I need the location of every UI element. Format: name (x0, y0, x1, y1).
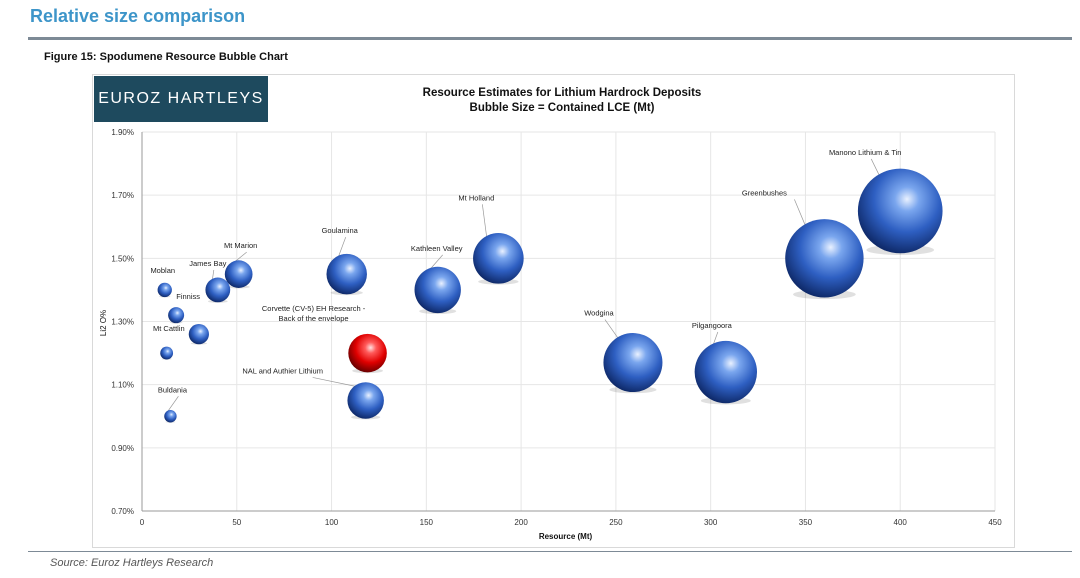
x-axis-label: Resource (Mt) (539, 532, 593, 541)
x-tick-label: 450 (988, 518, 1002, 527)
bubble-label: Mt Cattlin (153, 324, 185, 333)
x-tick-label: 150 (420, 518, 434, 527)
y-tick-label: 1.10% (111, 381, 134, 390)
leader-line (312, 377, 358, 388)
x-tick-label: 200 (514, 518, 528, 527)
leader-line (604, 319, 620, 341)
chart-title-block: Resource Estimates for Lithium Hardrock … (362, 86, 762, 116)
bubble-labels: Manono Lithium & Tin Greenbushes Mt Hollan… (150, 148, 901, 394)
leader-line (482, 204, 488, 240)
bubble-unlabeled (160, 346, 174, 360)
bubble-goulamina (326, 253, 367, 295)
y-axis-label: Li2 O% (99, 310, 108, 336)
bubble-label: Finniss (176, 292, 200, 301)
chart-title: Resource Estimates for Lithium Hardrock … (422, 87, 702, 99)
x-tick-label: 350 (799, 518, 813, 527)
bubble-mt-cattlin (188, 324, 209, 345)
x-tick-label: 100 (325, 518, 339, 527)
bubble-corvette-cv-5-eh-research-back-of-the-envelope (348, 333, 387, 373)
y-tick-label: 0.70% (111, 507, 134, 516)
bubble-manono-lithium-tin (857, 168, 943, 254)
bubble-label-line: Back of the envelope (279, 314, 349, 323)
x-tick-label: 300 (704, 518, 718, 527)
bubble-mt-holland (473, 233, 524, 284)
leader-line (337, 237, 347, 260)
x-tick-label: 250 (609, 518, 623, 527)
bubbles (157, 168, 943, 423)
bubble-mt-marion (224, 260, 253, 288)
bubble-label: James Bay (189, 259, 226, 268)
euroz-hartleys-logo: EUROZ HARTLEYS (94, 76, 268, 122)
y-tick-label: 1.30% (111, 318, 134, 327)
source-note: Source: Euroz Hartleys Research (50, 557, 214, 569)
bubble-wodgina (603, 333, 663, 393)
bubble-label: Buldania (158, 385, 188, 394)
bubble-nal-and-authier-lithium (347, 382, 384, 419)
axes: 0 50 100 150 200 250 300 350 400 450 0.70% 0.90% 1.1… (99, 128, 1002, 541)
bubble-label: Manono Lithium & Tin (829, 148, 902, 157)
bubble-label: Greenbushes (742, 188, 787, 197)
bubble-label: Mt Holland (458, 193, 494, 202)
x-tick-label: 0 (140, 518, 145, 527)
bubble-pilgangoora (694, 340, 758, 404)
chart-frame (92, 74, 1015, 548)
chart-subtitle: Bubble Size = Contained LCE (Mt) (469, 102, 655, 114)
bubble-label: Pilgangoora (692, 321, 733, 330)
y-tick-label: 1.50% (111, 254, 134, 263)
footer-divider (28, 551, 1072, 552)
bubble-label: Mt Marion (224, 241, 257, 250)
bubble-label-line: Corvette (CV-5) EH Research - (262, 304, 366, 313)
bubble-label: Wodgina (584, 309, 614, 318)
bubble-buldania (164, 410, 177, 423)
y-tick-label: 1.70% (111, 191, 134, 200)
leader-line (794, 199, 808, 230)
bubble-moblan (157, 282, 172, 298)
y-tick-label: 0.90% (111, 444, 134, 453)
bubble-greenbushes (785, 219, 864, 298)
bubble-finniss (168, 307, 185, 324)
figure-caption: Figure 15: Spodumene Resource Bubble Cha… (44, 51, 288, 63)
bubble-label: Goulamina (322, 226, 359, 235)
section-title: Relative size comparison (30, 6, 246, 26)
leader-line (167, 396, 179, 412)
y-tick-label: 1.90% (111, 128, 134, 137)
bubble-kathleen-valley (414, 266, 461, 314)
x-tick-label: 400 (894, 518, 908, 527)
bubble-label: Kathleen Valley (411, 244, 463, 253)
x-tick-label: 50 (232, 518, 241, 527)
title-divider (28, 37, 1072, 40)
bubble-james-bay (205, 277, 231, 303)
bubble-label: NAL and Authier Lithium (242, 366, 323, 375)
bubble-label: Corvette (CV-5) EH Research -Back of the… (262, 304, 366, 323)
bubble-label: Moblan (150, 266, 175, 275)
